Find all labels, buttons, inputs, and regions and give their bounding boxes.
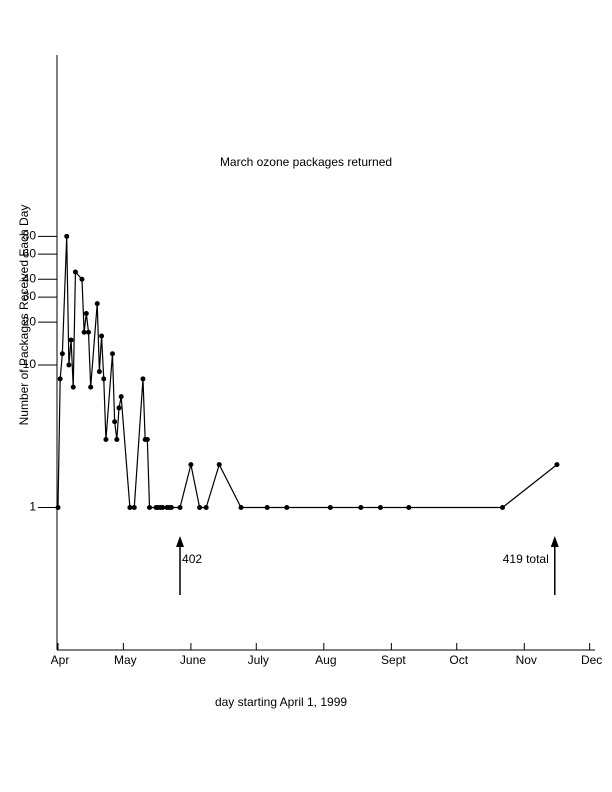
data-point xyxy=(188,462,194,468)
y-tick-label: 80 xyxy=(23,229,37,243)
data-point xyxy=(118,394,124,400)
data-point xyxy=(94,301,100,307)
y-tick-label: 1 xyxy=(29,500,36,514)
data-point xyxy=(203,505,209,511)
data-point xyxy=(70,384,76,390)
data-point xyxy=(55,505,61,511)
data-point xyxy=(66,362,72,368)
data-point xyxy=(99,333,105,339)
x-tick-label: Oct xyxy=(449,653,468,667)
x-axis-label: day starting April 1, 1999 xyxy=(215,695,347,709)
data-point xyxy=(116,405,122,411)
data-point xyxy=(59,351,65,357)
data-point xyxy=(554,462,560,468)
data-point xyxy=(101,376,107,382)
data-point xyxy=(168,505,174,511)
data-point xyxy=(86,329,92,335)
chart-title: March ozone packages returned xyxy=(220,155,392,169)
data-point xyxy=(238,505,244,511)
arrow-head xyxy=(176,536,185,547)
data-point xyxy=(177,505,183,511)
y-tick-label: 30 xyxy=(23,289,37,303)
data-point xyxy=(112,419,118,425)
data-point xyxy=(83,311,89,317)
data-point xyxy=(147,505,153,511)
data-point xyxy=(327,505,333,511)
data-point xyxy=(64,233,70,239)
data-point xyxy=(358,505,364,511)
y-tick-label: 60 xyxy=(23,246,37,260)
data-point xyxy=(79,276,85,282)
data-point xyxy=(216,462,222,468)
data-point xyxy=(377,505,383,511)
data-point xyxy=(499,505,505,511)
data-point xyxy=(72,269,78,275)
data-point xyxy=(114,437,120,443)
x-tick-label: June xyxy=(180,653,206,667)
y-tick-label: 10 xyxy=(23,357,37,371)
data-point xyxy=(140,376,146,382)
data-line xyxy=(57,236,558,509)
y-tick-label: 20 xyxy=(23,314,37,328)
x-tick-label: Apr xyxy=(51,653,70,667)
data-point xyxy=(144,437,150,443)
x-tick-label: Sept xyxy=(381,653,406,667)
annotation: 402 xyxy=(182,552,202,566)
y-tick-label: 40 xyxy=(23,271,37,285)
data-point xyxy=(131,505,137,511)
x-tick-label: Nov xyxy=(516,653,537,667)
data-point xyxy=(81,329,87,335)
data-point xyxy=(127,505,133,511)
data-point xyxy=(406,505,412,511)
data-point xyxy=(57,376,63,382)
data-point xyxy=(160,505,166,511)
x-tick-label: July xyxy=(248,653,269,667)
x-tick-label: May xyxy=(114,653,137,667)
data-point xyxy=(264,505,270,511)
x-tick-label: Dec xyxy=(581,653,602,667)
data-point xyxy=(197,505,203,511)
data-point xyxy=(284,505,290,511)
data-point xyxy=(103,437,109,443)
arrow-head xyxy=(550,536,559,547)
data-point xyxy=(68,337,74,343)
data-point xyxy=(96,369,102,375)
y-axis-label: Number of Packages Received Each Day xyxy=(17,205,31,426)
x-tick-label: Aug xyxy=(315,653,336,667)
annotation: 419 total xyxy=(503,552,549,566)
data-point xyxy=(88,384,94,390)
data-point xyxy=(109,351,115,357)
